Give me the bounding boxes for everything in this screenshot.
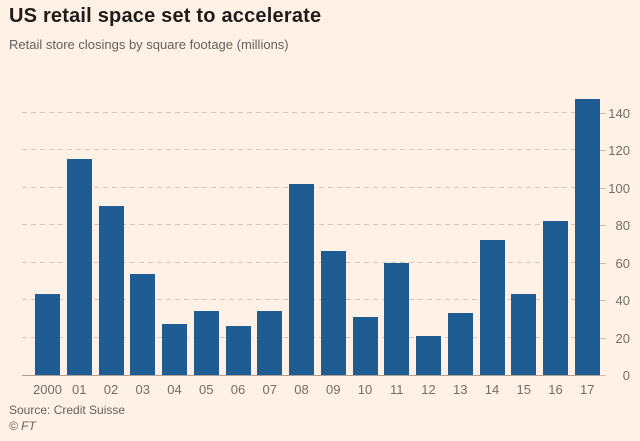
chart-title: US retail space set to accelerate xyxy=(9,5,322,27)
bar-05 xyxy=(193,311,219,375)
bar-10 xyxy=(352,316,378,375)
y-axis-tick-label: 0 xyxy=(622,368,630,383)
x-axis-tick-label: 13 xyxy=(453,382,468,397)
bar-03 xyxy=(130,273,156,375)
bar-08 xyxy=(289,183,314,375)
x-axis-tick-label: 11 xyxy=(390,382,404,397)
y-axis-tick-label: 120 xyxy=(608,143,630,158)
bar-13 xyxy=(447,313,473,375)
x-axis-tick-label: 15 xyxy=(516,382,531,397)
y-axis-tick-label: 60 xyxy=(615,255,630,271)
x-axis-tick-label: 2000 xyxy=(33,382,62,397)
x-axis-tick-label: 01 xyxy=(72,382,87,397)
x-axis-tick-label: 03 xyxy=(135,382,150,397)
gridline xyxy=(22,111,600,113)
y-axis-tick-mark xyxy=(600,112,606,114)
y-axis-tick-mark xyxy=(600,225,606,226)
x-axis: 2000 01 02 03 04 05 06 07 08 09 10 11 12 13 14 15 16 17 xyxy=(33,382,600,397)
bar-2000 xyxy=(35,294,60,375)
x-axis-tick-label: 02 xyxy=(103,382,119,397)
x-axis-tick-label: 16 xyxy=(548,382,563,397)
x-axis-tick-label: 05 xyxy=(199,382,214,397)
y-axis-tick-mark xyxy=(600,262,606,264)
bar-14 xyxy=(479,240,505,375)
bar-series xyxy=(35,90,600,375)
bar-17 xyxy=(574,99,600,375)
bar-02 xyxy=(98,206,124,375)
x-axis-tick-label: 08 xyxy=(294,382,309,397)
x-axis-tick-label: 10 xyxy=(357,382,373,397)
chart-subtitle: Retail store closings by square footage … xyxy=(9,37,289,52)
y-axis-tick-label: 40 xyxy=(615,293,630,308)
ft-credit: © FT xyxy=(9,419,36,433)
bar-01 xyxy=(66,159,92,375)
bar-07 xyxy=(257,311,283,375)
x-axis-tick-label: 07 xyxy=(262,382,277,397)
x-axis-tick-label: 06 xyxy=(230,382,246,397)
y-axis-tick-mark xyxy=(600,150,606,151)
bar-15 xyxy=(511,294,537,375)
y-axis-tick-mark xyxy=(600,375,606,376)
bar-11 xyxy=(384,262,410,375)
y-axis-tick-label: 80 xyxy=(615,218,630,233)
y-axis-tick-mark xyxy=(600,300,606,301)
plot-area: 2000 01 02 03 04 05 06 07 08 09 10 11 12 13 14 15 16 17 xyxy=(22,90,600,397)
source-note: Source: Credit Suisse xyxy=(9,403,126,417)
x-axis-tick-label: 09 xyxy=(326,382,341,397)
y-axis-tick-label: 140 xyxy=(608,105,630,121)
gridline xyxy=(22,149,600,150)
y-axis-tick-label: 100 xyxy=(608,180,630,196)
x-axis-tick-label: 17 xyxy=(580,382,595,397)
y-axis-tick-mark xyxy=(600,337,606,339)
y-axis-tick-mark xyxy=(600,187,606,189)
bar-16 xyxy=(543,221,568,375)
x-axis-tick-label: 04 xyxy=(167,382,182,397)
bar-04 xyxy=(162,324,187,375)
bar-12 xyxy=(416,335,441,375)
y-axis-tick-label: 20 xyxy=(615,330,630,346)
bar-06 xyxy=(225,326,251,375)
y-axis: 0 20 40 60 80 100 120 140 xyxy=(600,90,630,383)
bar-09 xyxy=(320,251,346,375)
x-axis-tick-label: 14 xyxy=(484,382,500,397)
x-axis-tick-label: 12 xyxy=(421,382,436,397)
